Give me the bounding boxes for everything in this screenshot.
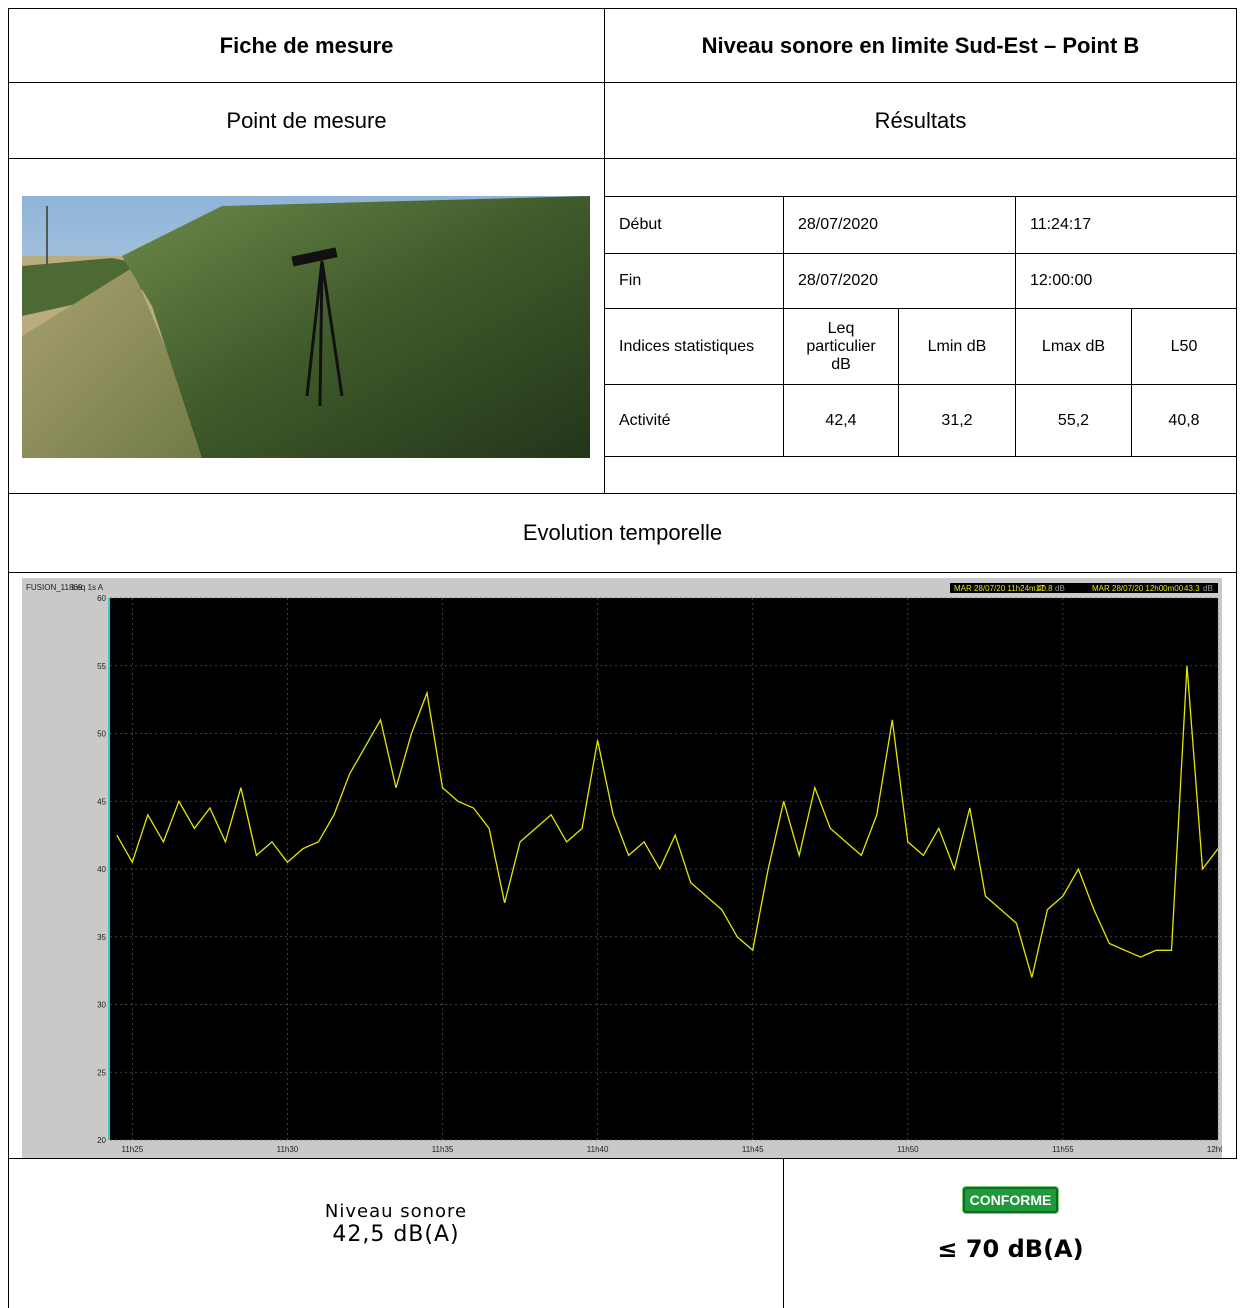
table-cell: Leq particulier dB — [783, 308, 899, 385]
chart-source: FUSION_11869 — [26, 583, 83, 592]
footer-right: CONFORME ≤ 70 dB(A) — [783, 1158, 1237, 1308]
footer-value: 42,5 dB(A) — [332, 1221, 460, 1247]
subheader-left: Point de mesure — [8, 82, 605, 159]
table-cell: L50 — [1131, 308, 1237, 385]
header-left: Fiche de mesure — [8, 8, 605, 83]
footer-limit: ≤ 70 dB(A) — [937, 1235, 1084, 1263]
start-unit: dB — [1055, 584, 1065, 593]
table-cell: Lmin dB — [898, 308, 1016, 385]
table-cell: 40,8 — [1131, 384, 1237, 457]
chart-measure: Leq 1s A — [72, 583, 104, 592]
table-cell: Lmax dB — [1015, 308, 1132, 385]
y-tick-label: 60 — [97, 594, 106, 603]
status-badge: CONFORME — [962, 1187, 1059, 1213]
footer-left: Niveau sonore 42,5 dB(A) — [8, 1158, 784, 1308]
x-tick-label: 11h25 — [122, 1145, 144, 1154]
end-label: MAR 28/07/20 12h00m00 — [1092, 584, 1184, 593]
x-tick-label: 11h40 — [587, 1145, 609, 1154]
x-tick-label: 11h30 — [277, 1145, 299, 1154]
table-cell: Indices statistiques — [604, 308, 784, 385]
start-value: 40.8 — [1037, 584, 1053, 593]
plot-area — [110, 598, 1218, 1140]
y-tick-label: 30 — [97, 1001, 106, 1010]
info-box — [950, 583, 1218, 593]
x-tick-label: 11h55 — [1052, 1145, 1074, 1154]
y-tick-label: 40 — [97, 865, 106, 874]
table-cell: 11:24:17 — [1015, 196, 1237, 254]
y-tick-label: 35 — [97, 933, 106, 942]
table-cell: Fin — [604, 253, 784, 309]
table-cell: Début — [604, 196, 784, 254]
x-tick-label: 11h45 — [742, 1145, 764, 1154]
footer-label: Niveau sonore — [324, 1200, 468, 1222]
section-title: Evolution temporelle — [8, 493, 1237, 573]
line — [116, 665, 1219, 978]
start-label: MAR 28/07/20 11h24m17 — [954, 584, 1045, 593]
y-tick-label: 50 — [97, 730, 106, 739]
table-cell: 12:00:00 — [1015, 253, 1237, 309]
table-cell: 28/07/2020 — [783, 196, 1016, 254]
y-tick-label: 45 — [97, 797, 106, 806]
table-cell: 55,2 — [1015, 384, 1132, 457]
y-tick-label: 25 — [97, 1068, 106, 1077]
x-tick-label: 11h35 — [432, 1145, 454, 1154]
end-value: 43.3 — [1184, 584, 1200, 593]
header-right: Niveau sonore en limite Sud-Est – Point … — [604, 8, 1237, 83]
end-unit: dB — [1203, 584, 1213, 593]
y-tick-label: 55 — [97, 662, 106, 671]
y-tick-label: 20 — [97, 1136, 106, 1145]
table-cell: 31,2 — [898, 384, 1016, 457]
photo — [22, 196, 590, 458]
subheader-right: Résultats — [604, 82, 1237, 159]
chart: FUSION_11869 Leq 1s A MAR 28/07/20 11h24… — [22, 578, 1222, 1158]
x-tick-label: 12h00 — [1207, 1145, 1222, 1154]
table-cell: Activité — [604, 384, 784, 457]
x-tick-label: 11h50 — [897, 1145, 919, 1154]
table-cell: 42,4 — [783, 384, 899, 457]
table-cell: 28/07/2020 — [783, 253, 1016, 309]
